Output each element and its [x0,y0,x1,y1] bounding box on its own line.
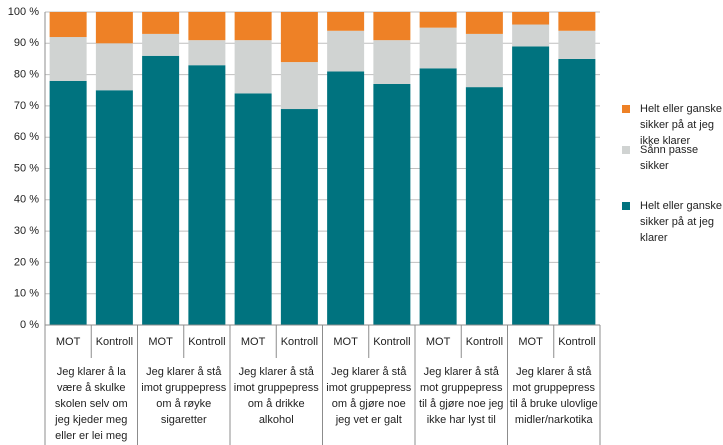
legend-label: Helt eller ganske sikker på at jeg ikke … [640,103,722,147]
bar-segment [234,40,272,94]
y-tick-label: 70 % [14,100,39,112]
bar-segment [327,30,365,72]
x-tick-label: MOT [426,336,451,348]
bar-segment [558,58,596,325]
x-tick-label: MOT [518,336,543,348]
x-tick-label: MOT [148,336,173,348]
group-label: Jeg klarer å stå imot gruppepress om å g… [326,366,412,426]
bar-segment [512,24,550,47]
bar-segment [95,43,133,91]
y-tick-label: 100 % [8,6,39,18]
bar-segment [558,30,596,59]
x-tick-label: Kontroll [558,336,595,348]
y-tick-label: 0 % [20,319,39,331]
bar-segment [512,12,550,25]
y-tick-label: 30 % [14,225,39,237]
y-tick-label: 40 % [14,194,39,206]
bar-segment [419,12,457,28]
group-label: Jeg klarer å stå imot gruppepress om å r… [141,366,227,426]
bar-segment [188,12,226,41]
y-tick-label: 60 % [14,131,39,143]
bar-segment [465,87,503,326]
bar-segment [419,68,457,325]
bar-segment [280,62,318,110]
group-label: Jeg klarer å la være å skulke skolen sel… [54,366,128,442]
legend-label: Sånn passe sikker [640,144,699,172]
bar-segment [373,83,411,326]
bar-segment [512,46,550,326]
bar-segment [142,12,180,34]
bar-segment [234,93,272,325]
y-tick-label: 10 % [14,288,39,300]
group-label: Jeg klarer å stå mot gruppepress til å g… [419,366,504,426]
bar-segment [558,12,596,31]
group-label: Jeg klarer å stå imot gruppepress om å d… [233,366,319,426]
x-tick-label: MOT [333,336,358,348]
y-tick-label: 90 % [14,37,39,49]
bar-segment [188,40,226,66]
bar-segment [465,33,503,88]
bar-segment [95,12,133,44]
x-tick-label: Kontroll [373,336,410,348]
bar-segment [373,40,411,84]
y-tick-label: 50 % [14,162,39,174]
legend-swatch [622,105,630,113]
bar-segment [465,12,503,34]
legend-swatch [622,146,630,154]
bar-segment [327,12,365,31]
bar-segment [142,33,180,56]
bar-segment [419,27,457,69]
bar-segment [95,90,133,325]
bar-segment [49,12,87,38]
x-tick-label: Kontroll [466,336,503,348]
bar-segment [49,80,87,325]
bar-segment [234,12,272,41]
y-tick-label: 20 % [14,256,39,268]
x-tick-label: Kontroll [281,336,318,348]
x-tick-label: Kontroll [96,336,133,348]
legend-label: Helt eller ganske sikker på at jeg klare… [640,200,722,244]
bar-segment [142,55,180,325]
bar-segment [280,109,318,325]
y-tick-label: 80 % [14,69,39,81]
group-label: Jeg klarer å stå mot gruppepress til å b… [509,366,598,426]
legend-swatch [622,202,630,210]
x-tick-label: MOT [241,336,266,348]
x-tick-label: Kontroll [188,336,225,348]
bar-segment [327,71,365,325]
bar-segment [49,37,87,81]
bar-segment [373,12,411,41]
bar-segment [188,65,226,326]
bar-segment [280,12,318,63]
x-tick-label: MOT [56,336,81,348]
